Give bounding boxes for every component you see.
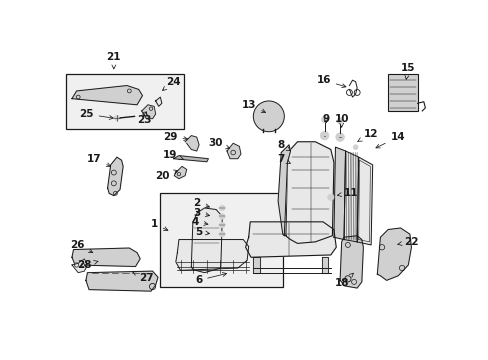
Text: 16: 16 — [316, 75, 345, 87]
Polygon shape — [340, 236, 363, 288]
Text: 12: 12 — [357, 129, 377, 141]
Polygon shape — [321, 257, 327, 273]
Text: 9: 9 — [322, 114, 329, 123]
Bar — [66, 74, 183, 130]
Text: 27: 27 — [132, 272, 153, 283]
Polygon shape — [72, 86, 142, 105]
Text: 26: 26 — [70, 240, 93, 253]
Polygon shape — [343, 151, 358, 242]
Text: 5: 5 — [195, 227, 209, 237]
Circle shape — [320, 131, 328, 140]
Polygon shape — [253, 257, 259, 273]
Polygon shape — [333, 147, 345, 239]
Circle shape — [219, 222, 224, 228]
Polygon shape — [356, 157, 372, 245]
Text: 14: 14 — [375, 132, 404, 148]
Polygon shape — [173, 156, 208, 162]
Text: 1: 1 — [150, 219, 167, 230]
Circle shape — [327, 194, 333, 200]
Circle shape — [335, 133, 344, 141]
Text: 23: 23 — [137, 112, 152, 125]
Text: 19: 19 — [163, 150, 183, 160]
Text: 7: 7 — [276, 154, 290, 164]
Circle shape — [253, 101, 284, 132]
Text: 25: 25 — [79, 109, 113, 120]
Bar — [160, 193, 282, 287]
Polygon shape — [72, 259, 87, 273]
Polygon shape — [72, 248, 140, 266]
Text: 15: 15 — [400, 63, 415, 79]
Polygon shape — [245, 222, 336, 257]
Text: 17: 17 — [87, 154, 110, 167]
Polygon shape — [377, 228, 410, 280]
Polygon shape — [285, 142, 333, 243]
Circle shape — [114, 116, 119, 120]
Polygon shape — [226, 143, 241, 159]
Text: 10: 10 — [334, 114, 348, 127]
Polygon shape — [142, 105, 155, 119]
Polygon shape — [174, 166, 186, 179]
Text: 18: 18 — [334, 273, 353, 288]
Text: 20: 20 — [155, 170, 178, 181]
Bar — [387, 74, 417, 111]
Polygon shape — [278, 145, 290, 236]
Polygon shape — [191, 208, 222, 273]
Text: 11: 11 — [337, 188, 358, 198]
Text: 28: 28 — [78, 260, 98, 270]
Text: 4: 4 — [191, 217, 207, 227]
Circle shape — [219, 205, 224, 211]
Text: 30: 30 — [207, 138, 229, 149]
Circle shape — [321, 116, 327, 122]
Polygon shape — [86, 271, 158, 291]
Text: 21: 21 — [106, 52, 121, 69]
Polygon shape — [185, 136, 199, 151]
Circle shape — [352, 145, 357, 149]
Text: 29: 29 — [163, 132, 187, 142]
Text: 13: 13 — [242, 100, 265, 113]
Text: 22: 22 — [397, 237, 417, 247]
Text: 24: 24 — [162, 77, 181, 90]
Text: 8: 8 — [277, 140, 290, 151]
Circle shape — [219, 231, 224, 237]
Circle shape — [219, 214, 224, 219]
Text: 6: 6 — [195, 273, 226, 285]
Circle shape — [155, 99, 161, 105]
Polygon shape — [107, 157, 123, 195]
Circle shape — [336, 118, 343, 124]
Polygon shape — [176, 239, 248, 270]
Text: 3: 3 — [193, 208, 209, 217]
Text: 2: 2 — [193, 198, 209, 208]
